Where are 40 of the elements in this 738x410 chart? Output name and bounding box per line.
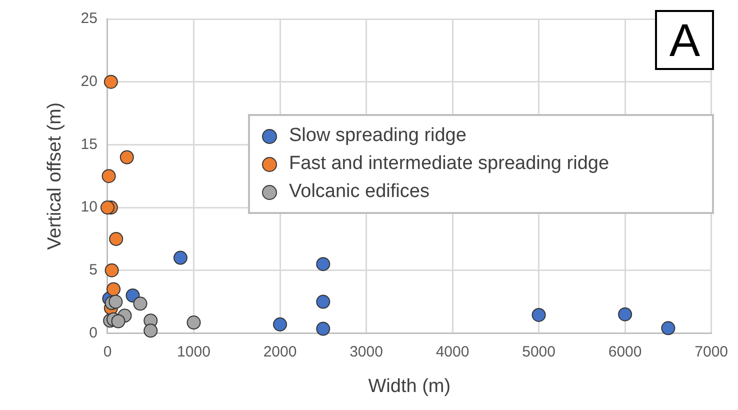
point — [173, 250, 188, 265]
point — [144, 324, 158, 338]
point — [133, 296, 148, 311]
y-tick-label: 5 — [89, 262, 98, 278]
y-tick-label: 15 — [80, 136, 98, 153]
point — [104, 263, 119, 278]
x-tick-label: 1000 — [177, 343, 210, 360]
legend-label: Volcanic edifices — [289, 181, 430, 203]
point — [100, 200, 114, 215]
point — [618, 307, 632, 322]
point — [661, 321, 676, 336]
x-tick-label: 2000 — [263, 343, 297, 360]
x-axis-title: Width (m) — [368, 376, 451, 397]
x-tick-label: 0 — [103, 343, 112, 360]
legend-label: Slow spreading ridge — [289, 125, 466, 147]
y-tick-label: 0 — [89, 324, 98, 342]
y-axis-title: Vertical offset (m) — [44, 102, 66, 250]
point — [316, 322, 330, 336]
annotation: A — [655, 10, 714, 70]
x-tick-label: 4000 — [436, 343, 470, 360]
point — [316, 294, 330, 309]
point — [104, 74, 118, 89]
x-tick-label: 3000 — [350, 343, 383, 360]
point — [111, 314, 126, 328]
legend-label: Fast and intermediate spreading ridge — [289, 153, 610, 175]
y-tick-label: 10 — [80, 198, 98, 216]
point — [316, 257, 330, 272]
y-tick-label: 20 — [80, 72, 98, 90]
point — [106, 282, 121, 296]
point — [109, 232, 124, 246]
x-tick-label: 7000 — [694, 343, 728, 360]
point — [186, 316, 201, 330]
y-tick-label: 25 — [80, 10, 98, 28]
x-tick-label: 6000 — [608, 343, 642, 360]
point — [108, 294, 123, 309]
point — [120, 150, 134, 164]
point — [102, 169, 116, 184]
point — [273, 317, 288, 332]
x-tick-label: 5000 — [522, 343, 556, 360]
point — [532, 308, 546, 322]
